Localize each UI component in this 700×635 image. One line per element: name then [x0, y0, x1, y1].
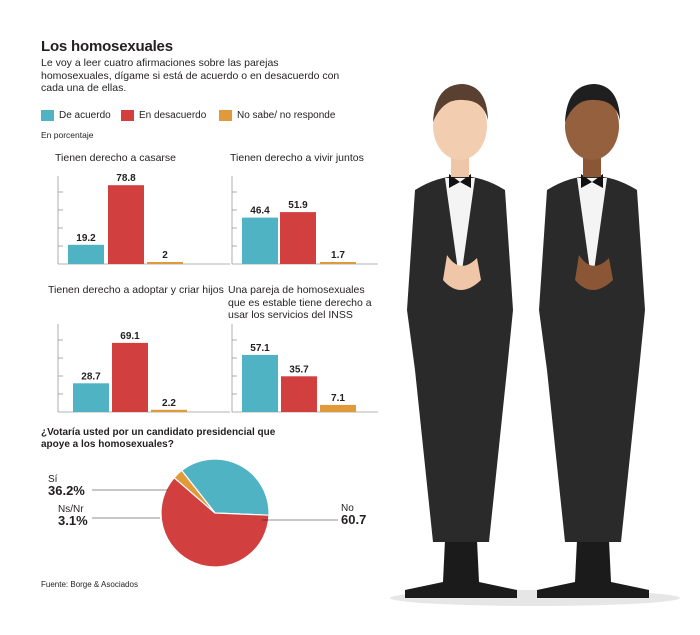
- bar-label-nsnr: 2: [162, 250, 168, 261]
- legend-label-nsnr: No sabe/ no responde: [237, 110, 336, 121]
- legend-swatch-agree: [41, 110, 54, 121]
- bar-label-nsnr: 2.2: [162, 398, 176, 409]
- bar-chart-inss: 57.1 35.7 7.1: [231, 324, 378, 413]
- bar-disagree: [280, 212, 316, 264]
- bar-label-agree: 57.1: [250, 343, 270, 354]
- unit-note: En porcentaje: [41, 130, 94, 140]
- figurine-left: [405, 84, 517, 598]
- chart2-title: Tienen derecho a vivir juntos: [230, 152, 364, 164]
- groom-figurines-photo: [390, 84, 680, 606]
- pie-slice-nsnr: [173, 469, 216, 514]
- bar-nsnr: [320, 404, 356, 412]
- bar-agree: [242, 217, 278, 264]
- pie-value-si: 36.2%: [48, 483, 85, 498]
- pie-slice-agree: [180, 458, 270, 516]
- bar-chart-adoptar: 28.7 69.1 2.2: [57, 324, 230, 413]
- bar-disagree: [281, 376, 317, 412]
- figurine-right: [537, 84, 649, 598]
- legend-swatch-disagree: [121, 110, 134, 121]
- bar-label-agree: 46.4: [250, 206, 270, 217]
- bar-chart-vivir-juntos: 46.4 51.9 1.7: [231, 176, 378, 265]
- pie-label-no: No: [341, 503, 354, 514]
- bar-nsnr: [151, 409, 187, 412]
- pie-question: ¿Votaría usted por un candidato presiden…: [41, 427, 276, 450]
- bar-label-disagree: 78.8: [116, 173, 136, 184]
- legend: De acuerdo En desacuerdo No sabe/ no res…: [41, 110, 381, 126]
- legend-item-agree: De acuerdo: [41, 110, 111, 121]
- bar-agree: [242, 354, 278, 412]
- intro-text: Le voy a leer cuatro afirmaciones sobre …: [41, 57, 340, 94]
- bar-label-nsnr: 1.7: [331, 250, 345, 261]
- bar-nsnr: [320, 262, 356, 264]
- bar-label-disagree: 69.1: [120, 331, 140, 342]
- legend-swatch-nsnr: [219, 110, 232, 121]
- bar-chart-casarse: 19.2 78.8 2: [57, 173, 230, 265]
- chart3-title: Tienen derecho a adoptar y criar hijos: [48, 284, 224, 296]
- pie-value-nsnr: 3.1%: [58, 513, 88, 528]
- bar-disagree: [108, 185, 144, 264]
- chart1-title: Tienen derecho a casarse: [55, 152, 177, 164]
- source-note: Fuente: Borge & Asociados: [41, 580, 138, 589]
- legend-label-disagree: En desacuerdo: [139, 110, 207, 121]
- pie-label-nsnr: Ns/Nr: [58, 504, 84, 515]
- bar-label-disagree: 51.9: [288, 200, 308, 211]
- chart4-title: Una pareja de homosexuales que es establ…: [228, 284, 372, 321]
- pie-slice-disagree: [160, 476, 270, 568]
- bar-label-disagree: 35.7: [289, 364, 309, 375]
- bar-nsnr: [147, 262, 183, 264]
- legend-item-disagree: En desacuerdo: [121, 110, 206, 121]
- pie-label-si: Sí: [48, 474, 58, 485]
- bar-agree: [68, 244, 104, 264]
- bar-agree: [73, 383, 109, 412]
- legend-label-agree: De acuerdo: [59, 110, 111, 121]
- infographic-title: Los homosexuales: [41, 38, 173, 55]
- bar-label-agree: 19.2: [76, 233, 96, 244]
- legend-item-nsnr: No sabe/ no responde: [219, 110, 335, 121]
- pie-value-no: 60.7: [341, 512, 366, 527]
- bar-label-agree: 28.7: [81, 371, 101, 382]
- bar-disagree: [112, 342, 148, 412]
- bar-label-nsnr: 7.1: [331, 393, 345, 404]
